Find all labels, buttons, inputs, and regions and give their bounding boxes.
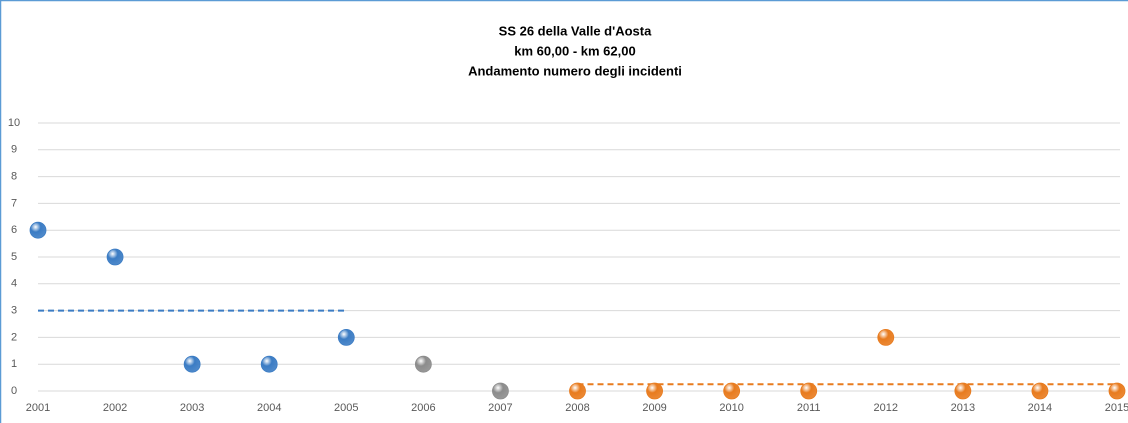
x-tick-label: 2012 bbox=[874, 402, 898, 414]
x-tick-label: 2005 bbox=[334, 402, 358, 414]
x-tick-label: 2008 bbox=[565, 402, 589, 414]
x-tick-label: 2001 bbox=[26, 402, 50, 414]
data-point bbox=[646, 382, 663, 400]
data-point bbox=[723, 382, 741, 400]
y-tick-label: 4 bbox=[11, 278, 17, 290]
y-tick-label: 5 bbox=[11, 251, 17, 263]
data-point bbox=[569, 382, 586, 400]
data-point bbox=[337, 328, 355, 346]
x-tick-label: 2002 bbox=[103, 402, 127, 414]
y-tick-label: 3 bbox=[11, 305, 17, 317]
data-point bbox=[1031, 382, 1049, 400]
y-tick-label: 10 bbox=[8, 117, 20, 129]
chart-subtitle: Andamento numero degli incidenti bbox=[468, 63, 682, 78]
x-tick-label: 2009 bbox=[642, 402, 666, 414]
y-tick-label: 7 bbox=[11, 197, 17, 209]
y-tick-label: 6 bbox=[11, 224, 17, 236]
x-tick-label: 2007 bbox=[488, 402, 512, 414]
data-point bbox=[106, 248, 124, 266]
y-tick-label: 0 bbox=[11, 385, 17, 397]
x-tick-label: 2014 bbox=[1028, 402, 1052, 414]
x-tick-label: 2011 bbox=[797, 402, 821, 414]
y-tick-label: 2 bbox=[11, 331, 17, 343]
chart-title: SS 26 della Valle d'Aosta bbox=[499, 23, 652, 38]
x-tick-label: 2010 bbox=[719, 402, 743, 414]
x-tick-label: 2003 bbox=[180, 402, 204, 414]
x-tick-label: 2006 bbox=[411, 402, 435, 414]
data-point bbox=[260, 355, 278, 373]
data-point bbox=[1108, 382, 1126, 400]
data-point bbox=[492, 382, 509, 400]
data-point bbox=[183, 355, 201, 373]
x-tick-label: 2004 bbox=[257, 402, 281, 414]
y-tick-label: 1 bbox=[11, 358, 17, 370]
data-point bbox=[800, 382, 818, 400]
y-tick-label: 9 bbox=[11, 144, 17, 156]
x-tick-label: 2013 bbox=[951, 402, 975, 414]
data-point bbox=[29, 221, 47, 239]
chart-subtitle: km 60,00 - km 62,00 bbox=[514, 43, 635, 58]
data-point bbox=[414, 355, 432, 373]
x-tick-label: 2015 bbox=[1105, 402, 1128, 414]
data-point bbox=[954, 382, 972, 400]
y-tick-label: 8 bbox=[11, 171, 17, 183]
data-point bbox=[877, 328, 895, 346]
